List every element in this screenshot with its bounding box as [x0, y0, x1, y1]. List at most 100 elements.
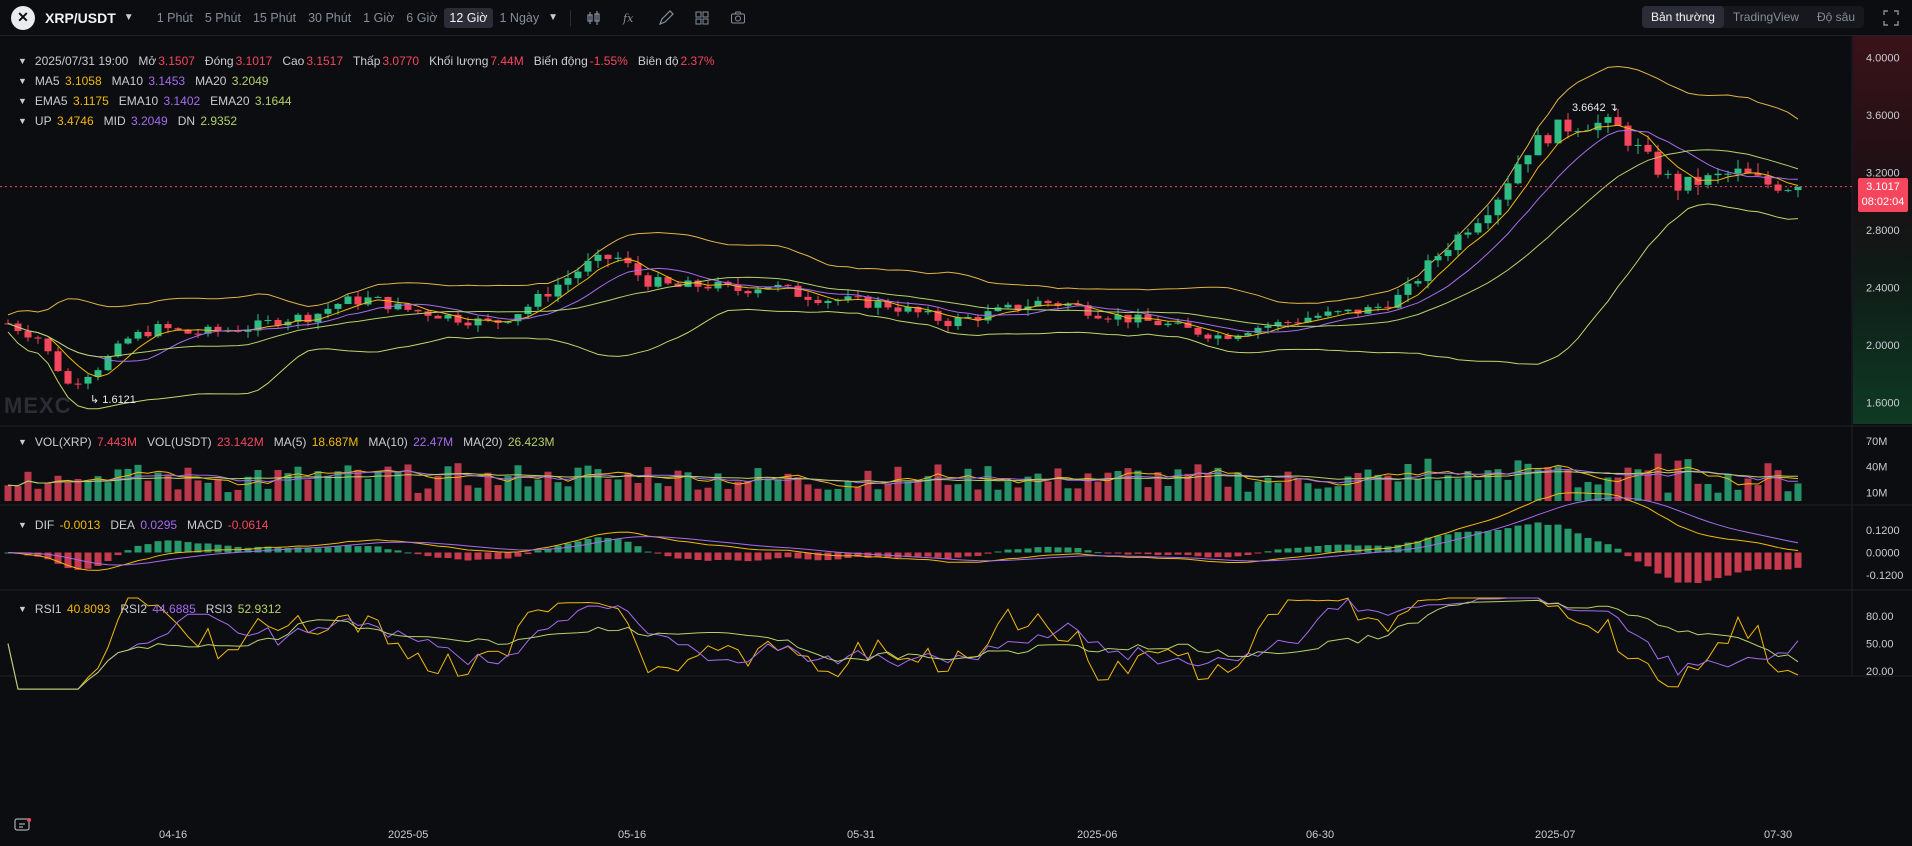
macd-histogram-bar	[24, 552, 32, 556]
boll-collapse-icon[interactable]: ▼	[18, 116, 27, 126]
candle-body	[1194, 327, 1202, 335]
macd-histogram-bar	[1544, 524, 1552, 553]
macd-histogram-bar	[814, 552, 822, 561]
volume-bar	[1034, 473, 1042, 501]
boll-mid-label: MID	[103, 114, 126, 128]
candle-body	[914, 307, 922, 313]
macd-histogram-bar	[1754, 552, 1762, 570]
ema-collapse-icon[interactable]: ▼	[18, 96, 27, 106]
interval-30m[interactable]: 30 Phút	[308, 10, 352, 25]
candle-body	[744, 291, 752, 294]
candle-body	[1504, 183, 1512, 200]
volume-bar	[1684, 459, 1692, 501]
candle-body	[1354, 309, 1362, 314]
macd-histogram-bar	[244, 547, 252, 553]
ma20-value: 3.2049	[231, 74, 269, 88]
interval-1d[interactable]: 1 Ngày	[499, 10, 540, 25]
symbol-selector[interactable]: XRP/USDT	[45, 9, 116, 26]
candle-body	[674, 283, 682, 287]
volume-bar	[1424, 458, 1432, 501]
chevron-down-icon[interactable]: ▼	[123, 12, 134, 23]
volume-bar	[724, 488, 732, 501]
volume-bar	[424, 488, 432, 501]
candle-body	[694, 280, 702, 287]
macd-histogram-bar	[84, 552, 92, 569]
macd-label: MACD	[187, 518, 223, 532]
rsi-collapse-icon[interactable]: ▼	[18, 604, 27, 614]
ma-collapse-icon[interactable]: ▼	[18, 76, 27, 86]
candlestick-chart[interactable]: 4.0000 3.6000 3.2000 2.8000 2.4000 2.0000 1.60…	[0, 36, 1912, 846]
candle-body	[954, 317, 962, 327]
indicator-icon[interactable]: fx	[619, 7, 641, 29]
candle-type-icon[interactable]	[583, 7, 605, 29]
candle-body	[624, 257, 632, 264]
interval-more-chevron-icon[interactable]: ▼	[548, 12, 559, 23]
vol-ma5-label: MA(5)	[273, 435, 307, 449]
macd-histogram-bar	[64, 552, 72, 569]
view-tradingview[interactable]: TradingView	[1732, 10, 1799, 24]
interval-6h[interactable]: 6 Giờ	[406, 10, 438, 25]
chart-settings-icon[interactable]	[14, 817, 34, 833]
candle-body	[824, 300, 832, 303]
interval-1h[interactable]: 1 Giờ	[363, 10, 395, 25]
macd-histogram-bar	[1414, 541, 1422, 553]
candle-body	[1264, 325, 1272, 328]
view-standard[interactable]: Bản thường	[1641, 6, 1724, 28]
interval-12h[interactable]: 12 Giờ	[444, 7, 493, 28]
ohlc-date: 2025/07/31 19:00	[34, 54, 129, 68]
interval-5m[interactable]: 5 Phút	[204, 10, 241, 25]
candle-body	[794, 285, 802, 297]
candle-body	[1434, 256, 1442, 261]
layout-icon[interactable]	[691, 7, 713, 29]
candle-body	[1344, 309, 1352, 312]
volume-bar	[874, 489, 882, 501]
macd-histogram-bar	[604, 537, 612, 553]
chart-area[interactable]: 4.0000 3.6000 3.2000 2.8000 2.4000 2.0000 1.60…	[0, 36, 1912, 846]
candle-body	[1574, 131, 1582, 133]
volume-bar	[984, 466, 992, 501]
candle-body	[1324, 311, 1332, 316]
volume-bar	[864, 470, 872, 501]
macd-collapse-icon[interactable]: ▼	[18, 520, 27, 530]
volume-bar	[144, 480, 152, 501]
volume-bar	[454, 463, 462, 501]
camera-icon[interactable]	[727, 7, 749, 29]
volume-bar	[1094, 481, 1102, 501]
macd-histogram-bar	[174, 540, 182, 553]
volume-bar	[604, 479, 612, 501]
candle-body	[444, 314, 452, 319]
macd-histogram-bar	[1274, 549, 1282, 553]
view-depth[interactable]: Độ sâu	[1816, 10, 1855, 24]
macd-histogram-bar	[1134, 552, 1142, 554]
candle-body	[1454, 234, 1462, 251]
rsi-tick-label: 20.00	[1866, 666, 1894, 678]
volume-bar	[1404, 464, 1412, 501]
interval-15m[interactable]: 15 Phút	[252, 10, 297, 25]
ma10-label: MA10	[111, 74, 144, 88]
volume-bar	[474, 487, 482, 501]
candle-body	[514, 314, 522, 322]
fullscreen-icon[interactable]	[1882, 9, 1900, 27]
macd-histogram-bar	[1444, 534, 1452, 553]
macd-histogram-bar	[1124, 552, 1132, 555]
volume-bar	[1694, 483, 1702, 501]
candle-body	[64, 371, 72, 384]
vol-collapse-icon[interactable]: ▼	[18, 437, 27, 447]
date-tick-label: 04-16	[159, 829, 187, 841]
macd-histogram-bar	[1604, 544, 1612, 553]
volume-bar	[574, 467, 582, 501]
candle-body	[414, 309, 422, 312]
legend-collapse-icon[interactable]: ▼	[18, 56, 27, 66]
candle-body	[1394, 294, 1402, 308]
interval-1m[interactable]: 1 Phút	[156, 10, 193, 25]
volume-bar	[1664, 492, 1672, 501]
macd-histogram-bar	[784, 552, 792, 558]
macd-histogram-bar	[1494, 529, 1502, 553]
volume-bar	[654, 483, 662, 501]
macd-histogram-bar	[1684, 552, 1692, 583]
macd-histogram-bar	[1454, 532, 1462, 553]
macd-histogram-bar	[324, 547, 332, 553]
volume-bar	[594, 469, 602, 501]
macd-histogram-bar	[774, 552, 782, 559]
draw-icon[interactable]	[655, 7, 677, 29]
